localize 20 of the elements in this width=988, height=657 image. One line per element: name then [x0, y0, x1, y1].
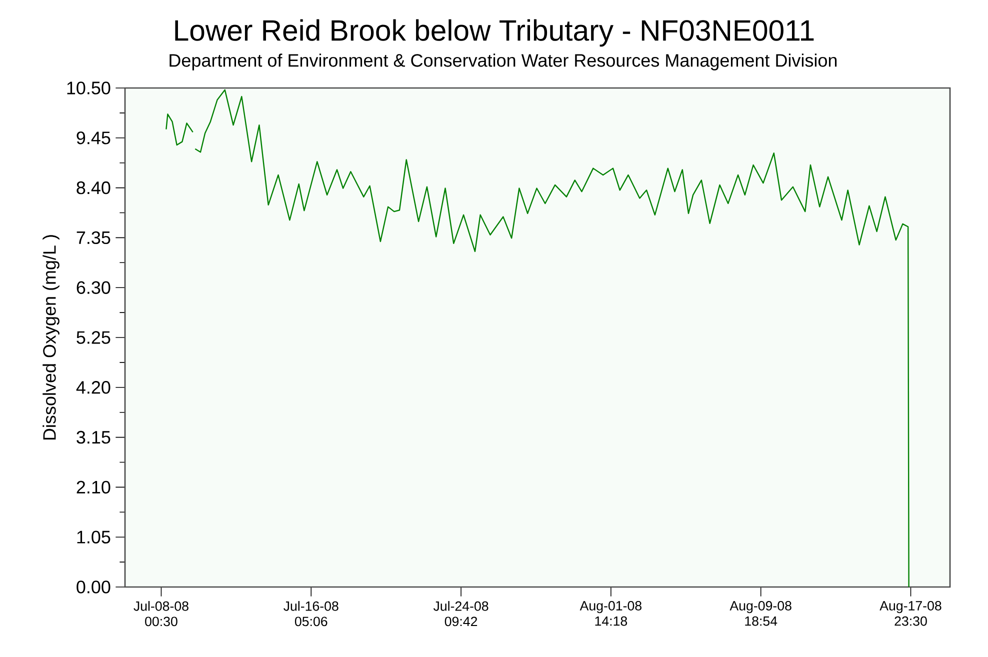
y-tick-label: 2.10	[76, 480, 110, 494]
y-tick-label: 6.30	[76, 281, 110, 294]
chart-subtitle: Department of Environment & Conservation Water Resources Management Division	[170, 54, 837, 70]
y-tick-label: 7.35	[76, 231, 110, 244]
x-tick-label: Jul-08-08 00:30	[134, 601, 188, 626]
x-tick-label: Jul-16-08 05:06	[284, 601, 338, 626]
y-tick-label: 8.40	[76, 181, 110, 194]
y-tick-label: 10.50	[67, 82, 110, 94]
chart-title: Lower Reid Brook below Tributary - NF03NE0011	[175, 19, 814, 47]
x-tick-label: Aug-17-08 23:30	[880, 601, 942, 626]
x-tick-label: Jul-24-08 09:42	[433, 601, 488, 626]
y-tick-label: 0.00	[76, 580, 110, 594]
y-axis-title: Dissolved Oxygen (mg/L )	[42, 235, 60, 440]
y-tick-label: 4.20	[76, 381, 110, 394]
x-tick-label: Aug-09-08 18:54	[730, 601, 792, 626]
y-tick-label: 1.05	[77, 530, 110, 544]
y-tick-label: 5.25	[76, 331, 110, 344]
y-tick-label: 9.45	[76, 132, 110, 144]
x-tick-label: Aug-01-08 14:18	[580, 601, 642, 626]
y-tick-label: 3.15	[76, 430, 110, 444]
